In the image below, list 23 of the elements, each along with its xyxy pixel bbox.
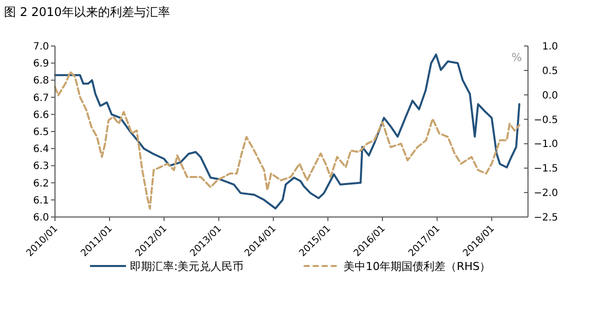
- y-tick-label: 6.6: [33, 110, 49, 121]
- y2-tick-label: −2.0: [534, 188, 558, 200]
- y2-tick-label: 0.0: [542, 90, 558, 102]
- y-tick-label: 6.0: [33, 212, 49, 224]
- y2-axis-title: %: [512, 51, 522, 64]
- y-tick-label: 6.4: [33, 144, 49, 156]
- y-tick-label: 6.1: [33, 195, 49, 206]
- y2-tick-label: −1.0: [534, 139, 558, 150]
- y-tick-label: 7.0: [33, 42, 49, 52]
- legend-label: 即期汇率:美元兑人民币: [130, 260, 244, 273]
- legend-label: 美中10年期国债利差（RHS）: [344, 260, 491, 273]
- y-tick-label: 6.2: [33, 178, 49, 190]
- y2-tick-label: 1.0: [542, 42, 558, 52]
- y2-tick-label: −2.5: [534, 212, 558, 224]
- y-tick-label: 6.9: [33, 58, 49, 70]
- y-tick-label: 6.7: [33, 92, 49, 104]
- y-tick-label: 6.8: [33, 76, 49, 87]
- y2-tick-label: −1.5: [534, 164, 558, 175]
- y2-tick-label: 0.5: [542, 66, 558, 77]
- y2-tick-label: −0.5: [534, 114, 558, 126]
- title: 图 2 2010年以来的利差与汇率: [4, 5, 170, 19]
- y-tick-label: 6.5: [33, 127, 49, 138]
- y-tick-label: 6.3: [33, 161, 49, 172]
